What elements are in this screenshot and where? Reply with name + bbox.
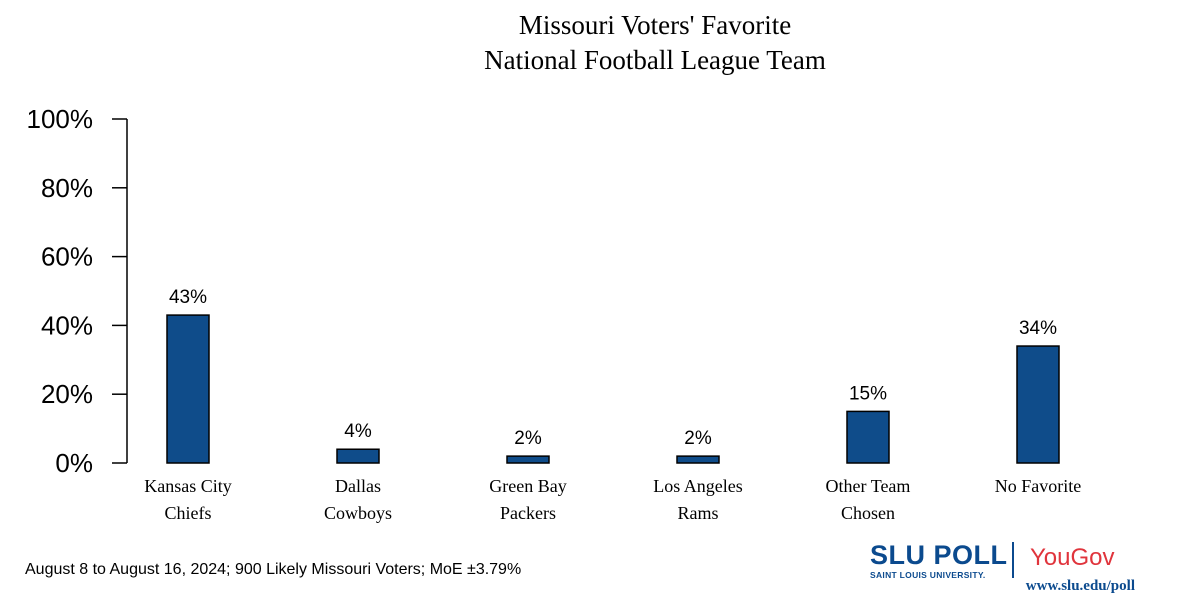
bar	[846, 410, 890, 464]
bar	[676, 455, 720, 464]
y-tick-label: 40%	[41, 310, 93, 340]
chart-title-line-2: National Football League Team	[484, 45, 826, 75]
logo-divider	[1012, 542, 1014, 578]
slu-poll-logo: SLU POLL	[870, 540, 1008, 570]
bar	[506, 455, 550, 464]
y-tick-label: 80%	[41, 173, 93, 203]
chart-title-line-1: Missouri Voters' Favorite	[518, 10, 792, 40]
y-tick-label: 60%	[41, 242, 93, 272]
yougov-logo: YouGov	[1030, 544, 1115, 571]
bar	[166, 314, 210, 464]
bar-value-label: 15%	[849, 383, 887, 404]
bar-value-label: 2%	[684, 428, 712, 449]
bar-value-label: 43%	[169, 287, 207, 308]
y-tick-label: 0%	[55, 448, 93, 478]
bar	[336, 448, 380, 464]
category-label: Other Team Chosen	[826, 476, 911, 523]
bar-value-label: 2%	[514, 428, 542, 449]
bar-value-label: 4%	[344, 421, 372, 442]
poll-url: www.slu.edu/poll	[1025, 578, 1135, 594]
bar-value-label: 34%	[1019, 318, 1057, 339]
saint-louis-university-label: SAINT LOUIS UNIVERSITY.	[870, 570, 986, 580]
category-label: No Favorite	[995, 476, 1081, 496]
category-label: Green Bay Packers	[489, 476, 566, 523]
y-tick-label: 100%	[27, 104, 94, 134]
footnote: August 8 to August 16, 2024; 900 Likely …	[25, 561, 522, 578]
bar	[1016, 345, 1060, 464]
category-label: Dallas Cowboys	[324, 476, 392, 523]
bar-chart: 0% 20% 40% 60% 80% 100% 43% Kansas City Chiefs 4%…	[27, 104, 1082, 523]
chart-title: Missouri Voters' Favorite National Footb…	[0, 8, 1200, 78]
category-label: Los Angeles Rams	[653, 476, 743, 523]
y-tick-label: 20%	[41, 379, 93, 409]
category-label: Kansas City Chiefs	[144, 476, 232, 523]
branding: SLU POLL SAINT LOUIS UNIVERSITY. YouGov …	[870, 540, 1135, 600]
